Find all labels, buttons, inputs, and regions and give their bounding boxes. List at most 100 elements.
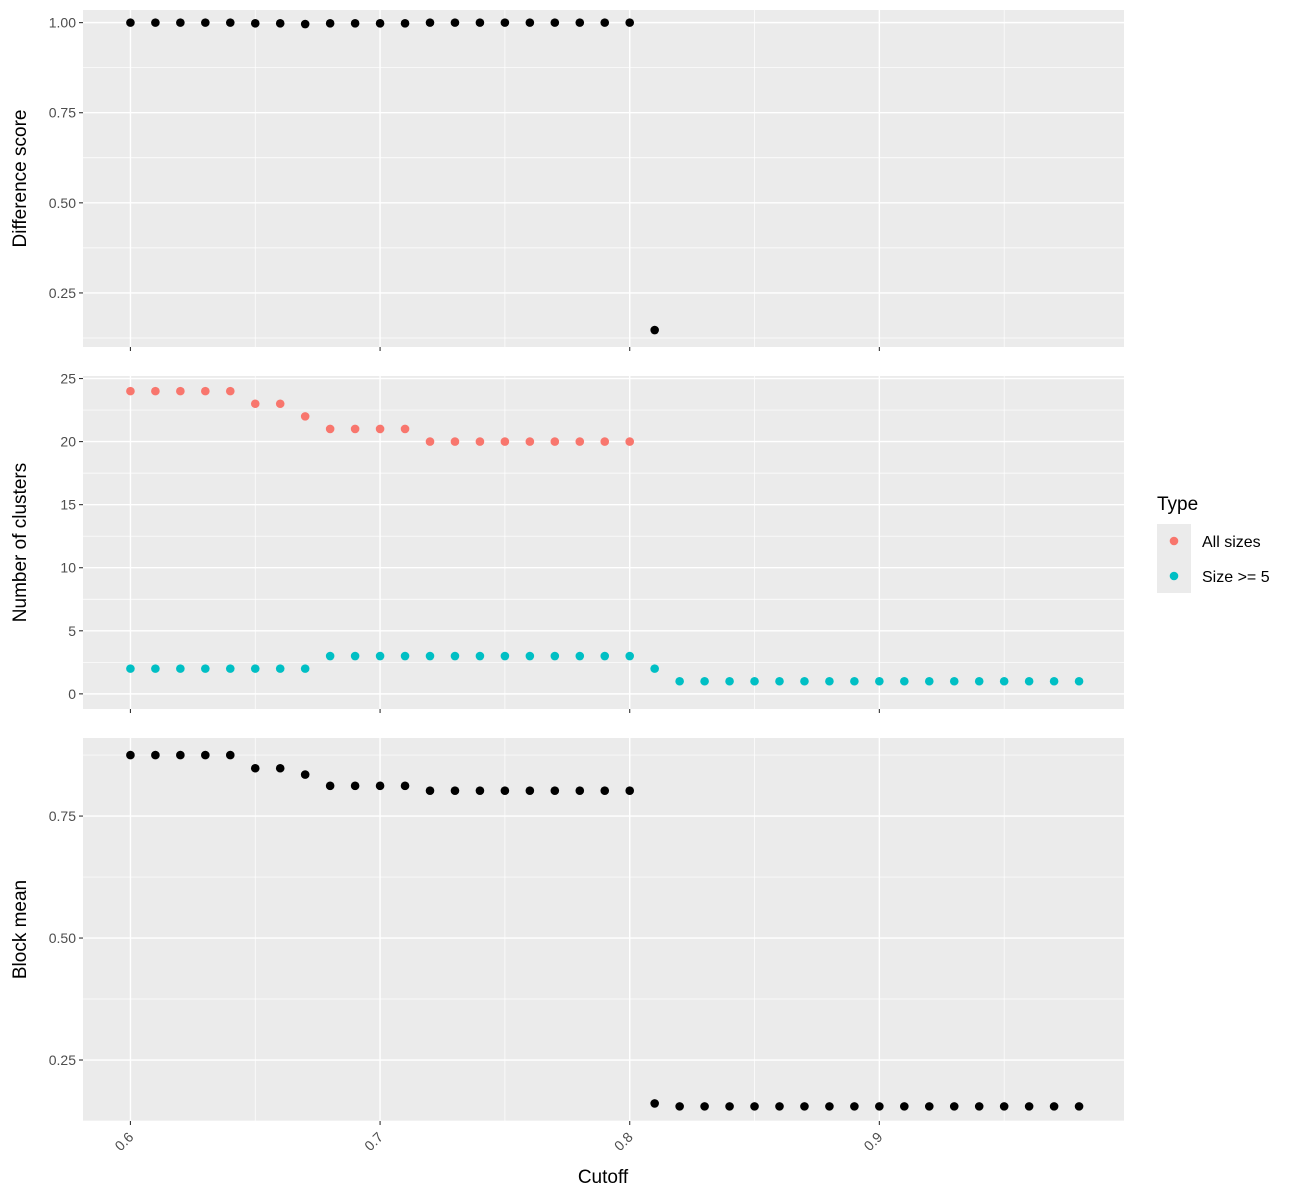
data-point xyxy=(176,664,185,673)
data-point xyxy=(151,664,160,673)
legend-key-size-5 xyxy=(1169,571,1179,581)
data-point xyxy=(475,786,485,795)
data-point xyxy=(201,750,210,760)
data-point xyxy=(176,386,185,396)
data-point xyxy=(650,325,659,335)
data-point xyxy=(675,676,684,686)
y-tick-label: 25 xyxy=(60,371,76,387)
y-tick-label: 20 xyxy=(60,434,76,450)
data-point xyxy=(350,781,360,791)
data-point xyxy=(700,1102,709,1111)
data-point xyxy=(625,651,635,661)
data-point xyxy=(500,18,510,27)
data-point xyxy=(151,750,160,760)
y-tick-label: 15 xyxy=(60,497,76,513)
y-tick-label: 10 xyxy=(60,560,76,576)
x-tick-label: 0.8 xyxy=(611,1129,636,1154)
data-point xyxy=(924,676,934,686)
data-point xyxy=(400,651,410,661)
data-point xyxy=(800,676,809,686)
y-tick-label: 0.50 xyxy=(49,195,76,211)
series-points xyxy=(126,750,1084,1111)
data-point xyxy=(450,786,460,795)
data-point xyxy=(250,399,260,409)
data-point xyxy=(201,18,210,27)
data-point xyxy=(999,1102,1009,1111)
data-point xyxy=(250,763,260,773)
data-point xyxy=(275,399,285,409)
data-point xyxy=(176,750,185,760)
data-point xyxy=(300,770,310,779)
data-point xyxy=(775,676,784,686)
data-point xyxy=(825,676,834,686)
data-point xyxy=(650,664,659,673)
data-point xyxy=(425,786,435,795)
data-point xyxy=(725,1102,734,1111)
data-point xyxy=(825,1102,834,1111)
data-point xyxy=(600,18,610,27)
data-point xyxy=(225,664,235,673)
data-point xyxy=(350,651,360,661)
series-points xyxy=(126,18,659,335)
data-point xyxy=(575,437,585,446)
data-point xyxy=(875,1102,884,1111)
data-point xyxy=(900,1102,909,1111)
data-point xyxy=(275,763,285,773)
legend-label-all-sizes: All sizes xyxy=(1202,534,1261,551)
data-point xyxy=(525,437,535,446)
data-point xyxy=(450,18,460,27)
data-point xyxy=(325,781,335,791)
data-point xyxy=(250,664,260,673)
data-point xyxy=(550,18,560,27)
legend-label-size-5: Size >= 5 xyxy=(1202,569,1270,586)
data-point xyxy=(625,437,635,446)
data-point xyxy=(400,19,410,28)
y-axis-title: Number of clusters xyxy=(10,463,31,622)
panel-block-mean: 0.25 0.50 0.75 Block mean xyxy=(10,738,1124,1125)
data-point xyxy=(151,18,160,27)
data-point xyxy=(300,19,310,29)
panel-difference-score: 0.25 0.50 0.75 1.00 Difference score xyxy=(10,10,1124,351)
data-point xyxy=(550,651,560,661)
data-point xyxy=(475,18,485,27)
y-tick-label: 0.25 xyxy=(49,285,76,301)
data-point xyxy=(126,664,135,673)
data-point xyxy=(176,18,185,27)
data-point xyxy=(600,786,610,795)
series-all-sizes xyxy=(126,386,635,446)
x-axis-title: Cutoff xyxy=(578,1167,629,1188)
data-point xyxy=(350,19,360,28)
data-point xyxy=(600,437,610,446)
data-point xyxy=(550,786,560,795)
data-point xyxy=(375,424,385,434)
data-point xyxy=(725,676,734,686)
data-point xyxy=(225,18,235,27)
data-point xyxy=(775,1102,784,1111)
y-tick-label: 5 xyxy=(68,623,76,639)
y-tick-label: 0.75 xyxy=(49,105,76,121)
data-point xyxy=(900,676,909,686)
x-tick-label: 0.9 xyxy=(860,1129,885,1154)
data-point xyxy=(1049,676,1059,686)
data-point xyxy=(325,651,335,661)
x-tick-label: 0.7 xyxy=(361,1129,386,1154)
data-point xyxy=(151,386,160,396)
data-point xyxy=(375,19,385,28)
panel-background xyxy=(83,10,1124,347)
data-point xyxy=(275,19,285,28)
data-point xyxy=(525,18,535,27)
panel-number-of-clusters: 0 5 10 15 20 25 Number of clusters xyxy=(10,371,1124,713)
data-point xyxy=(1024,676,1034,686)
data-point xyxy=(500,786,510,795)
x-tick-label: 0.6 xyxy=(111,1129,136,1154)
data-point xyxy=(850,676,859,686)
data-point xyxy=(575,786,585,795)
data-point xyxy=(425,651,435,661)
panel-background xyxy=(83,738,1124,1121)
y-axis-title: Block mean xyxy=(10,880,31,979)
data-point xyxy=(1074,1102,1084,1111)
data-point xyxy=(450,437,460,446)
data-point xyxy=(375,651,385,661)
data-point xyxy=(225,386,235,396)
